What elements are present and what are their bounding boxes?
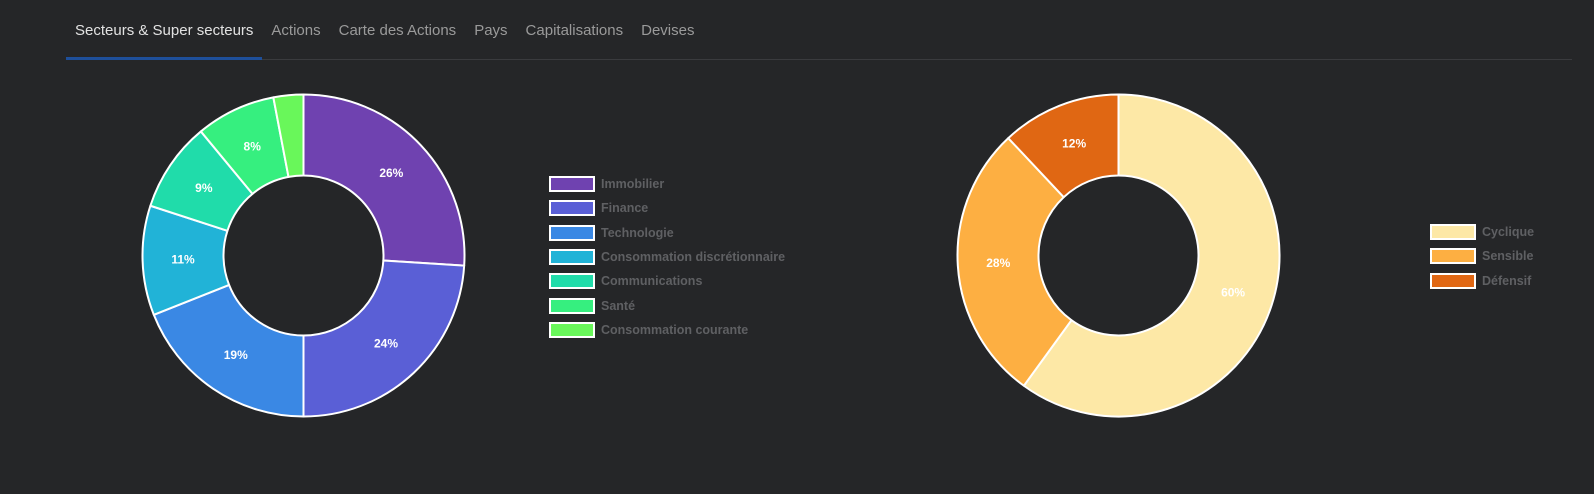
legend-label: Immobilier — [601, 177, 665, 192]
data-label-immobilier: 26% — [379, 166, 403, 180]
slice-immobilier[interactable] — [302, 93, 466, 267]
data-label-sensible: 28% — [986, 256, 1010, 270]
data-label-sante: 8% — [244, 139, 262, 153]
legend-label: Technologie — [601, 225, 674, 240]
slice-sensible[interactable] — [956, 137, 1073, 387]
tab-carte-des-actions[interactable]: Carte des Actions — [338, 22, 457, 39]
data-label-communications: 9% — [195, 181, 213, 195]
legend-label: Consommation discrétionnaire — [601, 250, 786, 265]
legend-item-defensif[interactable]: Défensif — [1430, 269, 1534, 293]
legend-label: Consommation courante — [601, 322, 749, 337]
tab-bar: Secteurs & Super secteurs Actions Carte … — [66, 0, 1572, 60]
legend-swatch — [549, 297, 595, 314]
legend-label: Cyclique — [1482, 225, 1535, 240]
tab-capitalisations[interactable]: Capitalisations — [525, 22, 624, 39]
legend-label: Communications — [601, 274, 703, 289]
legend-item-communications[interactable]: Communications — [549, 269, 785, 293]
super-sector-legend: Cyclique Sensible Défensif — [1430, 220, 1534, 293]
legend-item-sensible[interactable]: Sensible — [1430, 244, 1534, 268]
slice-cyclique[interactable] — [1022, 93, 1281, 418]
tab-devises[interactable]: Devises — [641, 22, 695, 39]
data-label-finance: 24% — [374, 336, 398, 350]
sector-legend: Immobilier Finance Technologie Consommation… — [549, 172, 785, 342]
legend-item-sante[interactable]: Santé — [549, 293, 785, 317]
tab-secteurs[interactable]: Secteurs & Super secteurs — [66, 2, 263, 60]
legend-swatch — [549, 176, 595, 193]
legend-item-consommation-discretionnaire[interactable]: Consommation discrétionnaire — [549, 245, 785, 269]
legend-item-consommation-courante[interactable]: Consommation courante — [549, 318, 785, 342]
slice-consommation-courante[interactable] — [272, 93, 305, 178]
legend-item-finance[interactable]: Finance — [549, 196, 785, 220]
legend-swatch — [1430, 272, 1476, 289]
legend-swatch — [549, 224, 595, 241]
legend-label: Sensible — [1482, 249, 1534, 264]
data-label-cyclique: 60% — [1221, 286, 1245, 300]
slice-technologie[interactable] — [152, 283, 305, 418]
tab-actions[interactable]: Actions — [271, 22, 321, 39]
data-label-technologie: 19% — [224, 348, 248, 362]
legend-swatch — [549, 321, 595, 338]
legend-swatch — [1430, 248, 1476, 265]
legend-swatch — [549, 273, 595, 290]
super-sector-donut-chart: 60% 28% 12% — [956, 93, 1281, 418]
legend-swatch — [1430, 224, 1476, 241]
data-label-consommation-discretionnaire: 11% — [171, 252, 195, 266]
legend-label: Finance — [601, 201, 649, 216]
legend-item-immobilier[interactable]: Immobilier — [549, 172, 785, 196]
tab-pays[interactable]: Pays — [474, 22, 508, 39]
data-label-defensif: 12% — [1062, 136, 1086, 150]
sector-donut-chart: 26% 24% 19% 11% 9% 8% — [141, 93, 466, 418]
legend-swatch — [549, 249, 595, 266]
legend-label: Défensif — [1482, 273, 1532, 288]
legend-swatch — [549, 200, 595, 217]
slice-finance[interactable] — [302, 259, 466, 418]
legend-item-technologie[interactable]: Technologie — [549, 221, 785, 245]
legend-item-cyclique[interactable]: Cyclique — [1430, 220, 1534, 244]
slice-defensif[interactable] — [1007, 93, 1120, 199]
legend-label: Santé — [601, 298, 636, 313]
